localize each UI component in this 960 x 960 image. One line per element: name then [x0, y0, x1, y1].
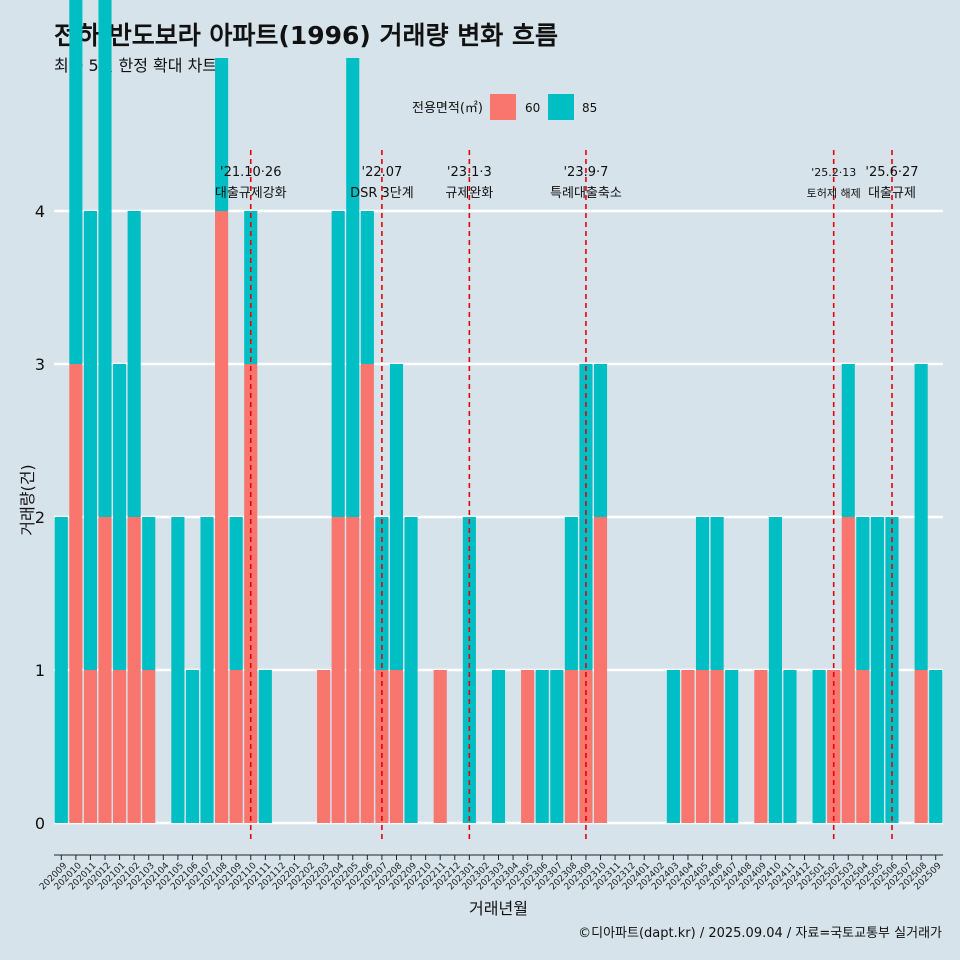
- bar-85: [870, 517, 884, 823]
- bar-60: [521, 670, 535, 823]
- event-label: 대출규제: [868, 186, 916, 201]
- bar-85: [564, 517, 578, 670]
- bar-60: [433, 670, 447, 823]
- bar-85: [812, 670, 826, 823]
- bar-85: [360, 211, 374, 364]
- bar-60: [142, 670, 156, 823]
- bar-85: [579, 364, 593, 670]
- bar-85: [550, 670, 564, 823]
- bar-60: [754, 670, 768, 823]
- bar-85: [171, 517, 185, 823]
- bar-60: [593, 517, 608, 823]
- y-tick-label: 2: [35, 508, 45, 527]
- bar-85: [535, 670, 549, 823]
- bar-85: [885, 517, 899, 823]
- legend-label-60: 60: [525, 101, 540, 115]
- bar-85: [404, 517, 418, 823]
- bar-85: [346, 58, 360, 517]
- legend-key-85: [548, 94, 574, 120]
- bar-60: [69, 364, 83, 823]
- bar-85: [725, 670, 739, 823]
- bar-60: [710, 670, 724, 823]
- bar-85: [200, 517, 214, 823]
- event-date: '25.2·13: [811, 166, 856, 179]
- page-title: 전하 반도보라 아파트(1996) 거래량 변화 흐름: [54, 21, 558, 50]
- y-tick-label: 1: [35, 661, 45, 680]
- bar-85: [768, 517, 782, 823]
- bar-85: [491, 670, 506, 823]
- bar-60: [914, 670, 928, 823]
- event-label: 규제완화: [445, 186, 493, 201]
- bar-60: [83, 670, 97, 823]
- bar-85: [185, 670, 200, 823]
- bar-60: [113, 670, 127, 823]
- bar-85: [331, 211, 345, 517]
- bar-60: [331, 517, 345, 823]
- event-label: 토허제 해제: [807, 186, 861, 200]
- bar-60: [317, 670, 331, 823]
- event-label: 특례대출축소: [550, 186, 622, 201]
- legend-key-60: [490, 94, 516, 120]
- bar-85: [98, 0, 112, 517]
- bar-85: [783, 670, 797, 823]
- bar-85: [83, 211, 97, 670]
- bar-85: [914, 364, 928, 670]
- bar-85: [113, 364, 127, 670]
- x-axis-title: 거래년월: [469, 899, 528, 918]
- event-date: '23.9·7: [563, 165, 608, 180]
- bar-85: [127, 211, 141, 517]
- y-tick-label: 0: [35, 814, 45, 833]
- bar-60: [681, 670, 695, 823]
- bar-85: [666, 670, 680, 823]
- event-date: '25.6·27: [865, 165, 918, 180]
- bar-85: [258, 670, 272, 823]
- y-axis-title: 거래량(건): [18, 464, 37, 535]
- bar-85: [856, 517, 870, 670]
- bar-60: [229, 670, 243, 823]
- bar-85: [142, 517, 156, 670]
- bar-60: [98, 517, 112, 823]
- legend-title: 전용면적(㎡): [412, 101, 483, 116]
- source-caption: ©디아파트(dapt.kr) / 2025.09.04 / 자료=국토교통부 실…: [578, 926, 942, 941]
- bar-60: [564, 670, 578, 823]
- legend-label-85: 85: [582, 101, 597, 115]
- event-date: '22.07: [362, 165, 403, 180]
- bar-60: [215, 211, 229, 823]
- bar-85: [710, 517, 724, 670]
- bar-85: [215, 58, 229, 211]
- event-label: 대출규제강화: [215, 186, 287, 201]
- bar-85: [929, 670, 943, 823]
- y-tick-label: 4: [35, 202, 45, 221]
- bar-85: [462, 517, 476, 823]
- event-label: DSR 3단계: [350, 186, 414, 201]
- bar-60: [695, 670, 710, 823]
- event-date: '21.10·26: [220, 165, 281, 180]
- bar-85: [389, 364, 404, 670]
- bar-85: [69, 0, 83, 364]
- bar-60: [856, 670, 870, 823]
- bar-60: [127, 517, 141, 823]
- y-tick-label: 3: [35, 355, 45, 374]
- bar-85: [841, 364, 855, 517]
- bar-60: [346, 517, 360, 823]
- bar-85: [229, 517, 243, 670]
- event-date: '23.1·3: [447, 165, 492, 180]
- bar-60: [360, 364, 374, 823]
- bar-60: [841, 517, 855, 823]
- bar-85: [54, 517, 68, 823]
- bar-85: [593, 364, 608, 517]
- page-subtitle: 최근 5년 한정 확대 차트: [54, 56, 218, 75]
- bar-85: [695, 517, 710, 670]
- bar-60: [389, 670, 404, 823]
